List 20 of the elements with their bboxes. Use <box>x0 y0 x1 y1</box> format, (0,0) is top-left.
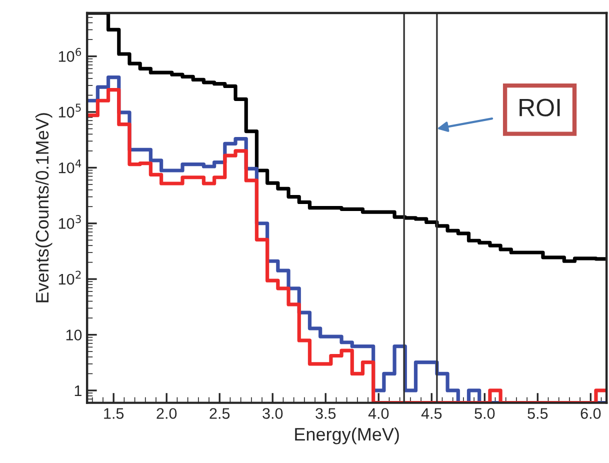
x-tick-label: 2.0 <box>156 408 177 419</box>
y-tick-label: 10$^{3}$ <box>58 215 81 229</box>
x-tick-label: 5.5 <box>528 408 548 419</box>
x-tick-label: 1.5 <box>104 408 124 419</box>
y-tick-label: 10 <box>66 330 82 340</box>
annotation: ROI <box>520 98 560 116</box>
y-axis-title: Events(Counts/0.1MeV) <box>35 113 52 302</box>
y-tick-label: 10$^{2}$ <box>58 270 81 285</box>
x-tick-label: 6.0 <box>580 408 601 419</box>
x-tick-label: 2.5 <box>210 408 230 419</box>
x-axis-title: Energy(MeV) <box>295 427 399 444</box>
y-tick-label: 10$^{6}$ <box>58 48 82 62</box>
y-tick-label: 10$^{5}$ <box>58 104 81 118</box>
x-tick-label: 5.0 <box>474 408 495 419</box>
y-tick-label: 10$^{4}$ <box>58 159 82 174</box>
y-tick-label: 1 <box>74 385 82 396</box>
x-tick-label: 4.5 <box>421 408 442 419</box>
x-tick-label: 3.0 <box>262 408 283 419</box>
x-tick-label: 3.5 <box>316 408 336 419</box>
x-tick-label: 4.0 <box>368 408 389 419</box>
